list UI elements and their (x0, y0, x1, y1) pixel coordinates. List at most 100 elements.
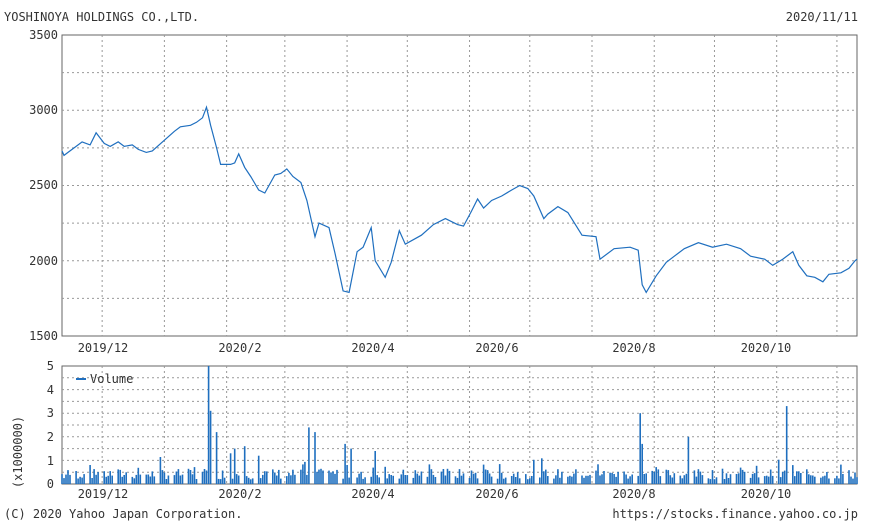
volume-bar (207, 366, 210, 484)
volume-bar (669, 475, 672, 484)
volume-bar (555, 475, 557, 484)
volume-bar (388, 474, 390, 484)
volume-bar (274, 472, 276, 484)
volume-bar (306, 474, 308, 484)
volume-bar (533, 459, 535, 484)
volume-bar (545, 469, 547, 484)
volume-bar (262, 474, 264, 484)
volume-bar (330, 472, 332, 484)
volume-bar (585, 475, 587, 484)
volume-bar (446, 468, 449, 484)
volume-bar (203, 469, 206, 484)
volume-bar (81, 477, 83, 484)
volume-bar (276, 475, 278, 484)
volume-bar (822, 476, 824, 484)
volume-bar (707, 478, 710, 484)
volume-bar (356, 477, 358, 484)
volume-bar (302, 464, 304, 484)
volume-bar (173, 475, 176, 484)
volume-bar (665, 469, 668, 484)
volume-bar (820, 477, 822, 484)
volume-bar (458, 469, 461, 484)
volume-bar (119, 469, 121, 484)
volume-bar (727, 478, 730, 484)
volume-bar (655, 467, 657, 484)
volume-bar (792, 465, 794, 484)
volume-bar (496, 478, 499, 484)
volume-bar (320, 468, 322, 484)
volume-bar (639, 413, 641, 484)
volume-bar (229, 453, 232, 484)
volume-bar (625, 474, 627, 484)
volume-bar (235, 474, 238, 484)
volume-ytick: 1 (47, 454, 54, 468)
volume-bar (137, 467, 140, 484)
volume-bar (432, 474, 435, 484)
volume-bar (145, 474, 148, 484)
volume-bar (757, 477, 760, 484)
volume-bar (428, 464, 431, 484)
volume-bar (217, 478, 220, 484)
copyright-text: (C) 2020 Yahoo Japan Corporation. (4, 507, 243, 521)
volume-bar (348, 477, 350, 484)
volume-bar (187, 468, 190, 484)
volume-bar (559, 477, 561, 484)
volume-bar (500, 472, 503, 484)
volume-bar (336, 469, 338, 484)
price-line (61, 105, 858, 294)
volume-bar (685, 473, 688, 484)
volume-bar (553, 478, 555, 484)
volume-bar (659, 476, 662, 484)
volume-bar (767, 476, 770, 484)
price-ytick: 3000 (29, 103, 58, 117)
volume-bar (448, 470, 451, 484)
volume-bar (249, 479, 252, 484)
volume-bar (167, 475, 170, 484)
volume-bar (308, 427, 310, 484)
volume-bar (842, 474, 844, 484)
volume-bar (402, 469, 405, 484)
volume-bar (741, 469, 744, 484)
volume-bar (91, 478, 93, 484)
volume-bar (581, 475, 583, 484)
volume-bars (61, 366, 858, 484)
volume-bar (77, 478, 79, 484)
volume-bar (177, 469, 180, 484)
volume-bar (852, 478, 854, 484)
volume-bar (264, 471, 266, 484)
volume-bar (810, 475, 812, 484)
volume-bar (259, 478, 262, 484)
volume-bar (486, 470, 489, 484)
volume-bar (601, 474, 603, 484)
volume-bar (181, 474, 184, 484)
volume-bar (812, 475, 814, 484)
volume-bar (237, 475, 240, 484)
volume-bar (613, 474, 615, 484)
volume-bar (65, 474, 67, 484)
volume-bar (687, 436, 690, 484)
volume-bar (400, 474, 403, 484)
volume-bar (328, 470, 330, 484)
price-xtick: 2020/10 (741, 341, 792, 355)
volume-bar (589, 474, 591, 484)
volume-bar (286, 476, 288, 484)
volume-bar (231, 478, 234, 484)
volume-bar (653, 471, 655, 484)
volume-bar (695, 476, 698, 484)
volume-bar (95, 474, 97, 484)
volume-bar (243, 446, 246, 484)
volume-bar (151, 471, 154, 484)
volume-bar (828, 478, 830, 484)
volume-bar (251, 478, 254, 484)
volume-bar (794, 476, 796, 484)
price-xtick: 2020/2 (218, 341, 261, 355)
volume-bar (342, 478, 344, 484)
volume-bar (518, 478, 521, 484)
volume-bar (561, 471, 563, 484)
volume-bar (681, 478, 684, 484)
volume-bar (125, 472, 127, 484)
volume-bar (300, 469, 302, 484)
volume-bar (569, 475, 571, 484)
volume-bar (364, 477, 366, 484)
volume-bar (771, 475, 774, 484)
